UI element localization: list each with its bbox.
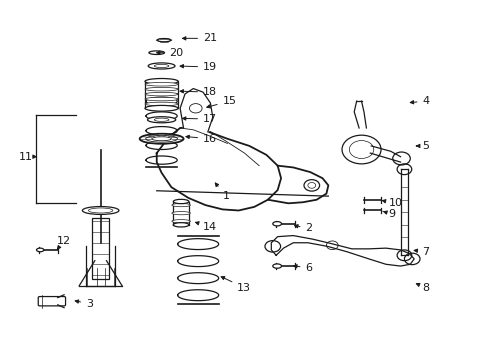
Text: 1: 1 bbox=[215, 183, 229, 201]
Ellipse shape bbox=[272, 222, 281, 226]
Ellipse shape bbox=[171, 203, 190, 207]
Text: 9: 9 bbox=[382, 209, 395, 219]
Ellipse shape bbox=[171, 220, 190, 223]
Text: 5: 5 bbox=[416, 141, 428, 151]
Text: 12: 12 bbox=[57, 236, 71, 249]
Text: 16: 16 bbox=[185, 134, 217, 144]
Text: 11: 11 bbox=[19, 152, 36, 162]
Polygon shape bbox=[157, 126, 281, 211]
FancyBboxPatch shape bbox=[38, 297, 65, 306]
Text: 20: 20 bbox=[156, 48, 183, 58]
Text: 2: 2 bbox=[294, 224, 312, 233]
Ellipse shape bbox=[145, 87, 178, 91]
Text: 19: 19 bbox=[180, 62, 217, 72]
Ellipse shape bbox=[157, 39, 170, 42]
Bar bbox=[92, 218, 109, 279]
Ellipse shape bbox=[149, 51, 164, 54]
Ellipse shape bbox=[154, 64, 168, 68]
Text: 14: 14 bbox=[195, 222, 217, 231]
Ellipse shape bbox=[145, 82, 178, 86]
Ellipse shape bbox=[145, 92, 178, 96]
Ellipse shape bbox=[145, 135, 177, 142]
Ellipse shape bbox=[147, 117, 175, 123]
Ellipse shape bbox=[171, 212, 190, 215]
Ellipse shape bbox=[148, 63, 175, 69]
Ellipse shape bbox=[37, 248, 44, 252]
Text: 17: 17 bbox=[182, 114, 217, 124]
Text: 21: 21 bbox=[182, 33, 217, 43]
Polygon shape bbox=[267, 166, 328, 203]
Text: 18: 18 bbox=[180, 87, 217, 97]
Ellipse shape bbox=[145, 105, 178, 111]
Ellipse shape bbox=[145, 97, 178, 101]
Ellipse shape bbox=[272, 264, 281, 268]
Text: 13: 13 bbox=[221, 276, 251, 293]
Text: 10: 10 bbox=[382, 198, 402, 208]
Polygon shape bbox=[271, 235, 413, 266]
Ellipse shape bbox=[145, 102, 178, 106]
Text: 3: 3 bbox=[75, 299, 93, 309]
Text: 15: 15 bbox=[206, 96, 236, 108]
Text: 7: 7 bbox=[413, 247, 429, 257]
Ellipse shape bbox=[173, 223, 188, 227]
Ellipse shape bbox=[145, 78, 178, 84]
Ellipse shape bbox=[82, 207, 119, 215]
Polygon shape bbox=[180, 89, 212, 132]
Text: 8: 8 bbox=[415, 283, 429, 293]
Text: 4: 4 bbox=[409, 96, 429, 106]
Ellipse shape bbox=[154, 118, 168, 121]
Ellipse shape bbox=[140, 134, 183, 144]
Ellipse shape bbox=[173, 199, 188, 204]
Ellipse shape bbox=[88, 208, 113, 213]
Text: 6: 6 bbox=[293, 263, 312, 273]
Ellipse shape bbox=[152, 137, 171, 141]
